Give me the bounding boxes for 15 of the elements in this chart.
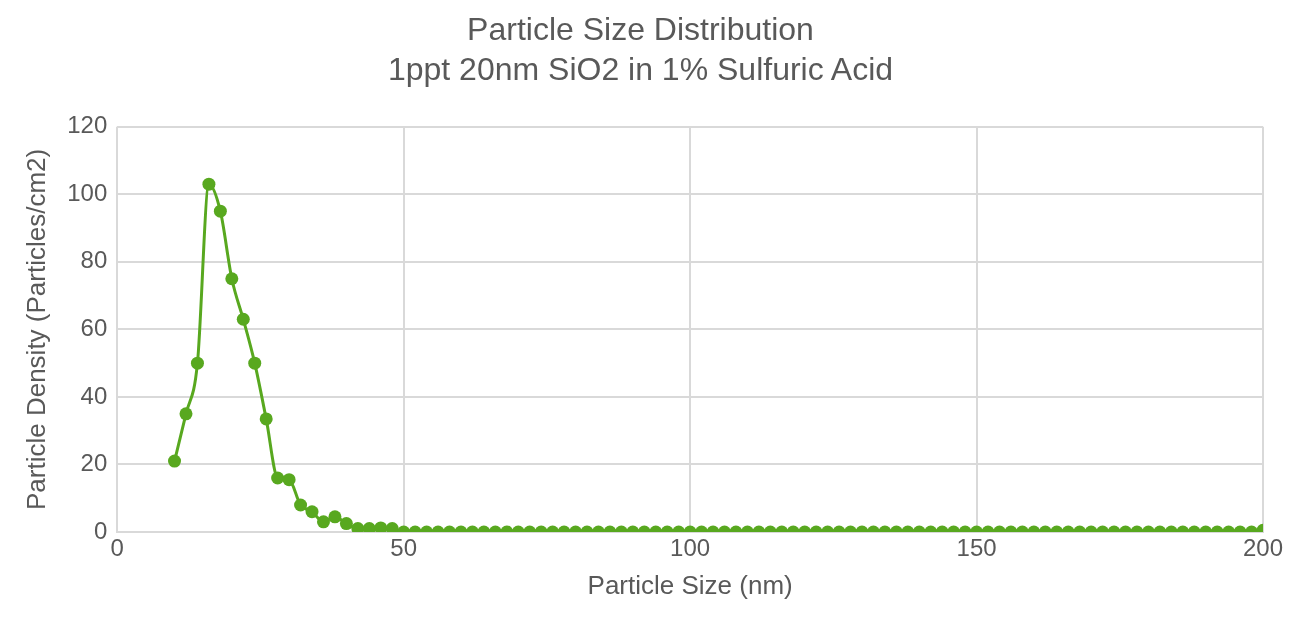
x-tick-label: 100	[670, 534, 711, 562]
x-axis-title: Particle Size (nm)	[587, 569, 793, 600]
x-tick-label: 150	[956, 534, 997, 562]
x-tick-label: 200	[1242, 534, 1284, 562]
y-tick-label: 20	[80, 449, 108, 477]
y-tick-label: 100	[67, 178, 108, 206]
y-axis-title: Particle Density (Particles/cm2)	[20, 148, 51, 510]
y-tick-label: 60	[80, 314, 108, 342]
y-tick-label: 120	[67, 111, 108, 139]
y-tick-label: 80	[80, 246, 108, 274]
x-tick-label: 50	[390, 534, 418, 562]
y-tick-label: 0	[93, 516, 108, 544]
chart-subtitle: 1ppt 20nm SiO2 in 1% Sulfuric Acid	[387, 51, 894, 88]
chart-title: Particle Size Distribution	[467, 11, 814, 48]
y-tick-label: 40	[80, 381, 108, 409]
